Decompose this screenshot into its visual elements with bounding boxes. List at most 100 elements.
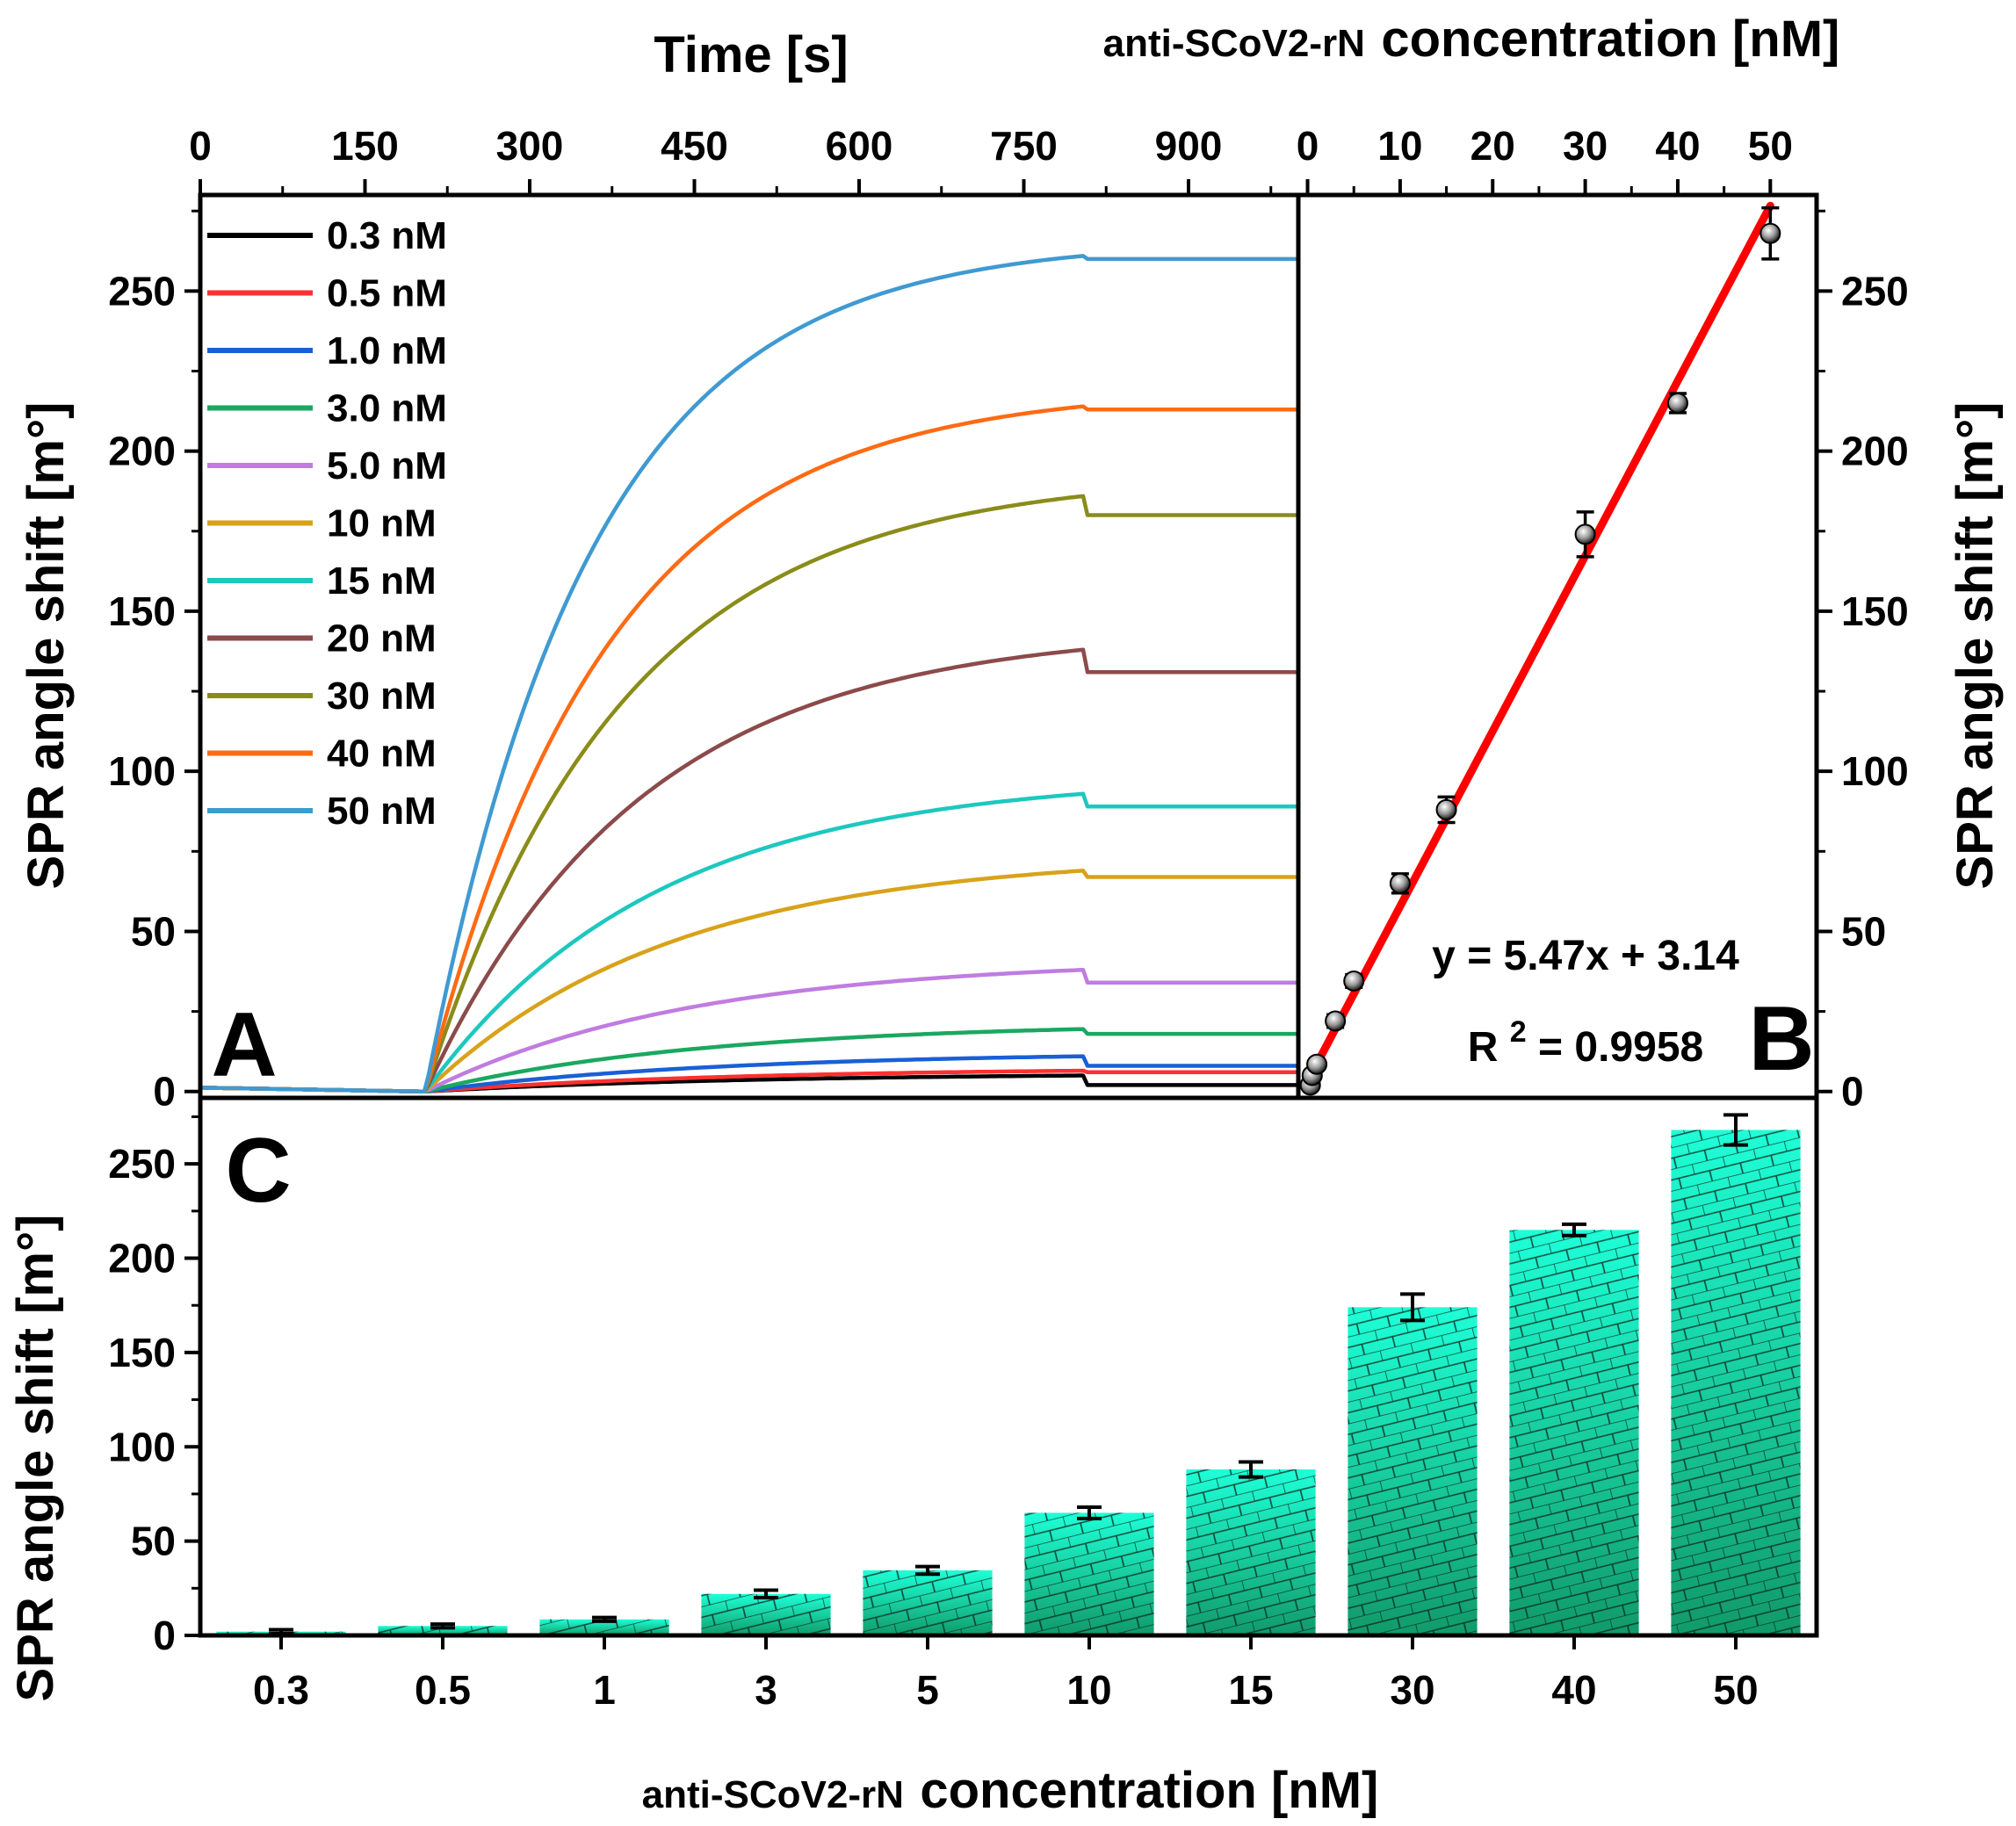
- x-tick-label: 150: [331, 123, 399, 169]
- data-point-8: [1666, 392, 1688, 414]
- panel-b-points-group: [1299, 201, 1781, 1096]
- legend-entry-6: 15 nM: [327, 559, 437, 603]
- panel-b-calibration-chart: 0 10 20 30 40 50 0 50 100 150 200 250 anti-SCoV2-rN…: [1103, 11, 2004, 1115]
- bar-texture-4: [863, 1570, 993, 1635]
- panel-c-label: C: [225, 1120, 291, 1222]
- panel-a-y-axis-title: SPR angle shift [m°]: [18, 402, 75, 890]
- x-tick-label: 450: [661, 123, 728, 169]
- x-tick-label: 40: [1551, 1667, 1596, 1713]
- bar-texture-2: [539, 1619, 669, 1635]
- y-tick-label: 0: [153, 1069, 176, 1115]
- y-tick-label: 250: [108, 268, 176, 314]
- bar-texture-9: [1671, 1130, 1801, 1635]
- panel-c-ticks: 0.3 0.5 1 3 5 10 15 30 40 50 0 50 100 150 200 250: [108, 1115, 1759, 1713]
- panel-a-ticks: 0 150 300 450 600 750 900 0 50 100 150 200 250: [108, 123, 1273, 1115]
- bar-texture-3: [701, 1593, 831, 1635]
- data-point-5: [1389, 872, 1411, 894]
- panel-c-bar-chart: 0.3 0.5 1 3 5 10 15 30 40 50 0 50 100 150 200 250 anti-…: [7, 1095, 1819, 1819]
- y-tick-label: 50: [131, 1519, 176, 1564]
- panel-a-legend: 0.3 nM 0.5 nM 1.0 nM 3.0 nM 5.0 nM 10 nM 15 nM…: [207, 214, 447, 833]
- x-tick-label: 20: [1470, 123, 1515, 169]
- x-tick-label: 15: [1228, 1667, 1273, 1713]
- r-squared-superscript: 2: [1510, 1015, 1527, 1049]
- x-tick-label: 300: [496, 123, 564, 169]
- legend-entry-2: 1.0 nM: [327, 329, 447, 372]
- y-tick-label: 150: [1841, 588, 1909, 634]
- legend-entry-7: 20 nM: [327, 617, 437, 660]
- x-tick-label: 750: [990, 123, 1058, 169]
- r-squared-value: = 0.9958: [1538, 1024, 1703, 1071]
- x-tick-label: 50: [1713, 1667, 1758, 1713]
- x-tick-label: 0: [1297, 123, 1319, 169]
- x-tick-label: 50: [1748, 123, 1793, 169]
- legend-entry-8: 30 nM: [327, 675, 437, 718]
- legend-entry-0: 0.3 nM: [327, 214, 447, 257]
- y-tick-label: 50: [131, 908, 176, 954]
- y-tick-label: 0: [1841, 1069, 1864, 1115]
- panel-c-frame: [198, 1095, 1819, 1638]
- y-tick-label: 200: [108, 1236, 176, 1281]
- panel-c-bars-group: [216, 1113, 1801, 1635]
- fit-equation: y = 5.47x + 3.14: [1432, 933, 1739, 979]
- panel-b-y-axis-title: SPR angle shift [m°]: [1947, 402, 2004, 890]
- bar-texture-8: [1509, 1230, 1639, 1635]
- x-tick-label: 10: [1377, 123, 1422, 169]
- series-line-3: [199, 1027, 1298, 1094]
- data-point-3: [1325, 1010, 1347, 1032]
- panel-b-label: B: [1748, 988, 1814, 1090]
- x-tick-label: 0.5: [415, 1667, 471, 1713]
- fit-line: [1304, 201, 1774, 1086]
- panel-b-x-axis-title-suffix: concentration [nM]: [1381, 11, 1839, 68]
- y-tick-label: 200: [1841, 429, 1909, 474]
- legend-entry-10: 50 nM: [327, 790, 437, 833]
- legend-entry-4: 5.0 nM: [327, 444, 447, 487]
- legend-entry-9: 40 nM: [327, 733, 437, 776]
- x-tick-label: 0.3: [253, 1667, 309, 1713]
- x-tick-label: 3: [755, 1667, 777, 1713]
- panel-b-ticks: 0 10 20 30 40 50 0 50 100 150 200 250: [1297, 123, 1909, 1115]
- x-tick-label: 40: [1655, 123, 1700, 169]
- panel-a-x-axis-title: Time [s]: [654, 26, 848, 83]
- y-tick-label: 250: [1841, 268, 1909, 314]
- x-tick-label: 30: [1563, 123, 1608, 169]
- y-tick-label: 100: [1841, 748, 1909, 794]
- data-point-9: [1759, 222, 1781, 244]
- data-point-7: [1574, 523, 1596, 545]
- x-tick-label: 10: [1066, 1667, 1111, 1713]
- legend-entry-5: 10 nM: [327, 502, 437, 545]
- panel-c-x-axis-title-prefix: anti-SCoV2-rN: [642, 1773, 904, 1816]
- y-tick-label: 0: [153, 1613, 176, 1658]
- y-tick-label: 250: [108, 1141, 176, 1187]
- panel-b-x-axis-title-prefix: anti-SCoV2-rN: [1103, 22, 1365, 65]
- y-tick-label: 100: [108, 1424, 176, 1469]
- bar-texture-6: [1186, 1469, 1316, 1635]
- panel-a-series-group: [199, 254, 1298, 1094]
- panel-c-x-axis-title-suffix: concentration [nM]: [920, 1762, 1378, 1819]
- data-point-2: [1306, 1053, 1328, 1075]
- bar-texture-5: [1024, 1512, 1154, 1635]
- x-tick-label: 0: [189, 123, 212, 169]
- x-tick-label: 1: [593, 1667, 616, 1713]
- panel-a-kinetics-chart: 0 150 300 450 600 750 900 0 50 100 150 200 250 Time …: [18, 26, 1301, 1115]
- series-line-6: [199, 791, 1298, 1094]
- panel-a-label: A: [211, 994, 277, 1096]
- panel-c-x-axis-title: anti-SCoV2-rN concentration [nM]: [642, 1762, 1379, 1819]
- x-tick-label: 30: [1390, 1667, 1434, 1713]
- y-tick-label: 100: [108, 748, 176, 794]
- panel-c-plot-border: [198, 1095, 1819, 1638]
- series-line-10: [199, 254, 1298, 1094]
- panel-b-x-axis-title: anti-SCoV2-rN concentration [nM]: [1103, 11, 1840, 68]
- x-tick-label: 600: [826, 123, 893, 169]
- bar-texture-7: [1348, 1307, 1478, 1635]
- bar-texture-1: [378, 1626, 508, 1635]
- r-squared-prefix: R: [1468, 1024, 1499, 1071]
- y-tick-label: 150: [108, 1330, 176, 1375]
- legend-entry-1: 0.5 nM: [327, 272, 447, 315]
- x-tick-label: 900: [1155, 123, 1223, 169]
- data-point-6: [1435, 798, 1457, 820]
- y-tick-label: 150: [108, 588, 176, 634]
- x-tick-label: 5: [916, 1667, 939, 1713]
- legend-entry-3: 3.0 nM: [327, 387, 447, 430]
- y-tick-label: 50: [1841, 908, 1886, 954]
- r-squared: R 2 = 0.9958: [1468, 1005, 1703, 1071]
